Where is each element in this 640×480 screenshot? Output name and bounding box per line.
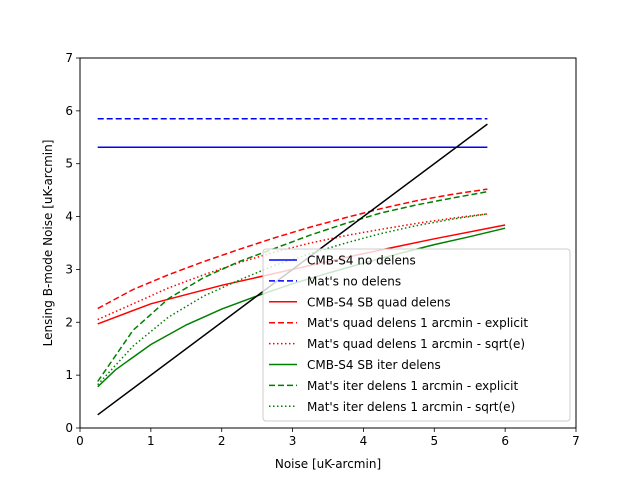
legend-label: Mat's iter delens 1 arcmin - sqrt(e) (307, 400, 515, 414)
x-tick-label: 1 (147, 434, 155, 448)
x-tick-label: 6 (501, 434, 509, 448)
y-tick-label: 1 (65, 368, 73, 382)
legend: CMB-S4 no delens Mat's no delens CMB-S4 SB… (262, 248, 571, 422)
y-tick-label: 0 (65, 421, 73, 435)
series-line-7 (97, 190, 488, 382)
series-line-4 (97, 188, 488, 310)
y-axis: 0 1 2 3 4 5 6 7 (65, 51, 80, 435)
legend-label: CMB-S4 SB quad delens (307, 295, 451, 309)
x-tick-label: 0 (76, 434, 84, 448)
x-tick-label: 5 (430, 434, 438, 448)
axes-frame (79, 57, 577, 429)
y-tick-label: 6 (65, 104, 73, 118)
y-tick-label: 5 (65, 157, 73, 171)
x-tick-label: 4 (360, 434, 368, 448)
y-axis-label: Lensing B-mode Noise [uK-arcmin] (41, 140, 55, 347)
legend-label: CMB-S4 SB iter delens (307, 358, 441, 372)
legend-label: Mat's quad delens 1 arcmin - explicit (307, 316, 528, 330)
x-axis: 0 1 2 3 4 5 6 7 (76, 428, 580, 448)
x-tick-label: 2 (218, 434, 226, 448)
legend-label: Mat's no delens (307, 274, 401, 288)
legend-label: Mat's iter delens 1 arcmin - explicit (307, 379, 518, 393)
y-tick-label: 2 (65, 315, 73, 329)
legend-label: CMB-S4 no delens (307, 254, 416, 268)
x-tick-label: 3 (289, 434, 297, 448)
y-tick-label: 3 (65, 262, 73, 276)
y-tick-label: 7 (65, 51, 73, 65)
series-line-5 (97, 213, 488, 321)
legend-box (262, 248, 571, 422)
x-tick-label: 7 (572, 434, 580, 448)
x-axis-label: Noise [uK-arcmin] (275, 457, 381, 471)
legend-label: Mat's quad delens 1 arcmin - sqrt(e) (307, 337, 525, 351)
y-tick-label: 4 (65, 210, 73, 224)
